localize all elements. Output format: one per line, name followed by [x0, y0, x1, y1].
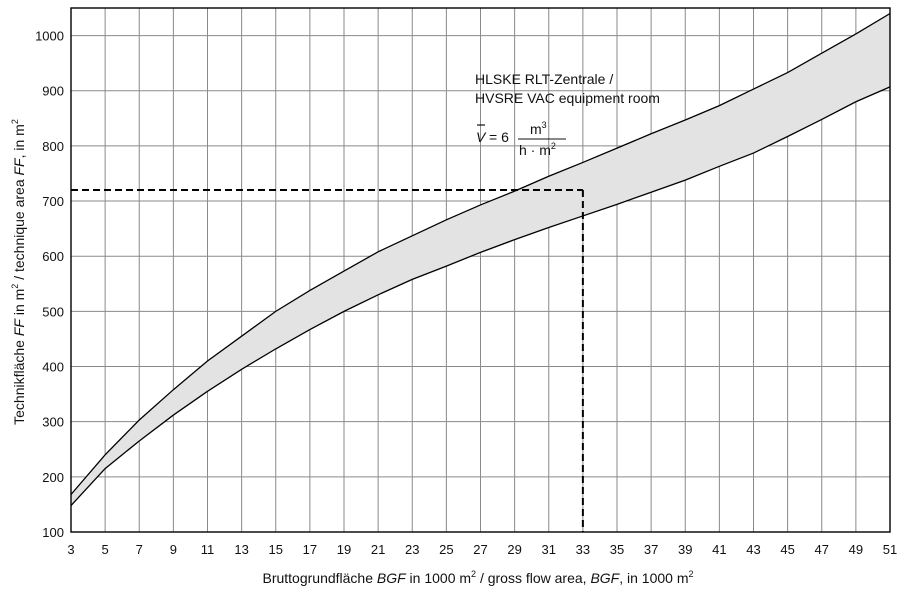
x-tick-labels: 3 5 7 9 11 13 15 17 19 21 23 25 27 29 31 33 35 37 39 41 43 45…	[67, 542, 897, 557]
x-tick-label: 13	[234, 542, 248, 557]
annotation-line-2: HVSRE VAC equipment room	[475, 90, 660, 106]
y-tick-labels: 100 200 300 400 500 600 700 800 900 1000	[35, 29, 64, 540]
x-tick-label: 29	[507, 542, 521, 557]
x-axis-label: Bruttogrundfläche BGF in 1000 m2 / gross…	[262, 569, 693, 586]
formula-denominator: h · m2	[519, 141, 556, 158]
series-band-area	[71, 13, 890, 506]
y-axis-label: Technikfläche FF in m2 / technique area …	[10, 119, 27, 425]
x-tick-label: 5	[102, 542, 109, 557]
x-tick-label: 39	[678, 542, 692, 557]
y-tick-label: 400	[42, 360, 64, 375]
x-tick-label: 21	[371, 542, 385, 557]
y-tick-label: 900	[42, 84, 64, 99]
y-tick-label: 1000	[35, 29, 64, 44]
formula-variable: V	[476, 129, 487, 145]
plot-border	[70, 7, 891, 533]
annotation: HLSKE RLT-Zentrale / HVSRE VAC equipment…	[475, 71, 660, 158]
x-tick-label: 35	[610, 542, 624, 557]
reference-lines	[71, 189, 584, 532]
x-tick-label: 43	[746, 542, 760, 557]
formula-equals: = 6	[489, 129, 509, 145]
x-tick-label: 47	[815, 542, 829, 557]
y-tick-label: 800	[42, 139, 64, 154]
series-upper-line	[70, 12, 891, 495]
x-tick-label: 41	[712, 542, 726, 557]
x-tick-label: 3	[67, 542, 74, 557]
x-tick-label: 37	[644, 542, 658, 557]
x-tick-label: 9	[170, 542, 177, 557]
y-tick-label: 600	[42, 249, 64, 264]
y-tick-label: 700	[42, 194, 64, 209]
y-tick-label: 200	[42, 470, 64, 485]
series-lower-line	[70, 86, 891, 506]
x-tick-label: 7	[136, 542, 143, 557]
y-tick-label: 100	[42, 525, 64, 540]
y-tick-label: 300	[42, 415, 64, 430]
x-tick-label: 33	[576, 542, 590, 557]
x-tick-label: 17	[303, 542, 317, 557]
x-tick-label: 15	[269, 542, 283, 557]
x-tick-label: 11	[201, 542, 215, 557]
x-tick-label: 51	[883, 542, 897, 557]
x-tick-label: 31	[542, 542, 556, 557]
x-tick-label: 19	[337, 542, 351, 557]
x-tick-label: 27	[473, 542, 487, 557]
annotation-line-1: HLSKE RLT-Zentrale /	[475, 71, 613, 87]
x-tick-label: 23	[405, 542, 419, 557]
formula-numerator: m3	[530, 120, 547, 137]
x-tick-label: 49	[849, 542, 863, 557]
series-lines	[70, 12, 891, 506]
x-tick-label: 25	[439, 542, 453, 557]
x-tick-label: 45	[780, 542, 794, 557]
y-tick-label: 500	[42, 304, 64, 319]
